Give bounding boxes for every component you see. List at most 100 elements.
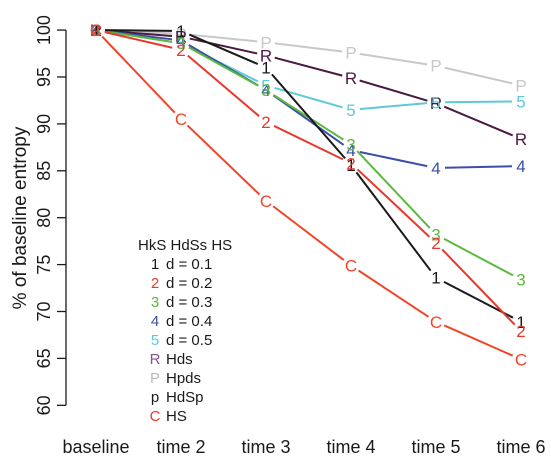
y-tick-label-60: 60 <box>34 395 54 415</box>
series-3-segment <box>356 150 431 229</box>
series-1-point: 1 <box>431 269 440 288</box>
series-lines <box>101 29 516 357</box>
legend-label: HdSp <box>166 389 204 406</box>
series-1-point: 1 <box>516 313 525 332</box>
legend-marker: 5 <box>151 332 159 349</box>
y-axis-label: % of baseline entropy <box>10 126 31 309</box>
series-R-segment <box>274 56 343 77</box>
series-2-segment <box>104 31 173 49</box>
series-C-segment <box>101 35 176 114</box>
series-R-point: R <box>90 21 102 40</box>
legend-marker: R <box>150 351 161 368</box>
series-C-segment <box>186 124 261 196</box>
legend-header: HkS HdSs HS <box>138 237 232 254</box>
series-3-segment <box>188 46 259 87</box>
series-P-point: P <box>515 76 526 95</box>
x-tick-label: time 6 <box>496 437 545 457</box>
x-tick-label: time 3 <box>241 437 290 457</box>
y-tick-label-80: 80 <box>34 208 54 228</box>
series-R-point: R <box>175 28 187 47</box>
series-1-point: 1 <box>261 59 270 78</box>
series-R-segment <box>359 79 428 102</box>
series-1-segment <box>104 29 173 32</box>
series-R-point: R <box>515 130 527 149</box>
series-5-point: 5 <box>91 21 100 40</box>
series-C-segment <box>272 205 345 261</box>
y-tick-label-90: 90 <box>34 114 54 134</box>
series-P-segment <box>444 66 513 85</box>
series-4-point: 4 <box>176 31 185 50</box>
series-5-point: 5 <box>261 76 270 95</box>
series-3-point: 3 <box>91 21 100 40</box>
series-1-point: 1 <box>346 156 355 175</box>
series-1-segment <box>188 33 259 65</box>
series-C-point: C <box>345 257 357 276</box>
series-4-segment <box>272 94 345 146</box>
series-C-segment <box>357 269 430 318</box>
x-tick-label: time 2 <box>156 437 205 457</box>
y-tick-label-65: 65 <box>34 348 54 368</box>
legend-marker: 4 <box>151 313 159 330</box>
legend-label: d = 0.5 <box>166 332 212 349</box>
series-3-point: 3 <box>516 271 525 290</box>
legend-marker: P <box>150 370 160 387</box>
series-R-point: R <box>430 94 442 113</box>
series-4-point: 4 <box>346 141 355 160</box>
legend-label: HS <box>166 408 187 425</box>
series-C-point: C <box>260 192 272 211</box>
legend-label: d = 0.2 <box>166 275 212 292</box>
series-C-point: C <box>515 350 527 369</box>
series-P-point: P <box>90 21 101 40</box>
series-4-point: 4 <box>91 21 100 40</box>
series-2-segment <box>441 248 516 326</box>
series-3-point: 3 <box>431 226 440 245</box>
series-5-point: 5 <box>431 93 440 112</box>
series-2-point: 2 <box>176 41 185 60</box>
series-C-point: C <box>430 313 442 332</box>
series-4-point: 4 <box>516 157 525 176</box>
series-5-point: 5 <box>176 34 185 53</box>
series-R-segment <box>443 105 514 137</box>
series-3-segment <box>443 237 514 277</box>
legend-label: d = 0.3 <box>166 294 212 311</box>
y-tick-label-95: 95 <box>34 67 54 87</box>
series-2-point: 2 <box>91 21 100 40</box>
legend-marker: 3 <box>151 294 159 311</box>
series-P-segment <box>359 52 428 66</box>
series-P-segment <box>189 33 258 43</box>
series-P-point: P <box>175 25 186 44</box>
series-R-point: R <box>345 69 357 88</box>
legend-marker: p <box>151 389 159 406</box>
series-4-point: 4 <box>261 81 270 100</box>
y-tick-label-100: 100 <box>34 15 54 45</box>
series-2-point: 2 <box>346 154 355 173</box>
x-tick-label: time 5 <box>411 437 460 457</box>
series-5-point: 5 <box>516 92 525 111</box>
y-tick-label-85: 85 <box>34 161 54 181</box>
series-C-segment <box>443 324 514 357</box>
series-C-point: C <box>90 21 102 40</box>
series-P-point: P <box>430 57 441 76</box>
series-R-point: R <box>260 46 272 65</box>
series-2-segment <box>356 168 431 238</box>
legend: HkS HdSs HS 1 d = 0.1 2 d = 0.2 3 d = 0.3 4 d = … <box>138 237 232 425</box>
legend-marker: 1 <box>151 256 159 273</box>
series-1-segment <box>355 171 432 272</box>
series-5-segment <box>359 102 428 111</box>
legend-label: Hpds <box>166 370 201 387</box>
y-tick-label-70: 70 <box>34 301 54 321</box>
series-P-point: P <box>260 33 271 52</box>
x-tick-label: baseline <box>62 437 129 457</box>
legend-marker: 2 <box>151 275 159 292</box>
series-4-point: 4 <box>431 159 440 178</box>
series-R-segment <box>189 37 258 55</box>
series-2-segment <box>273 125 344 161</box>
series-1-segment <box>271 73 346 160</box>
series-3-segment <box>104 30 173 43</box>
series-5-segment <box>444 100 513 104</box>
y-tick-label-75: 75 <box>34 255 54 275</box>
series-P-segment <box>274 42 343 53</box>
series-1-point: 1 <box>176 22 185 41</box>
series-4-segment <box>359 151 428 168</box>
